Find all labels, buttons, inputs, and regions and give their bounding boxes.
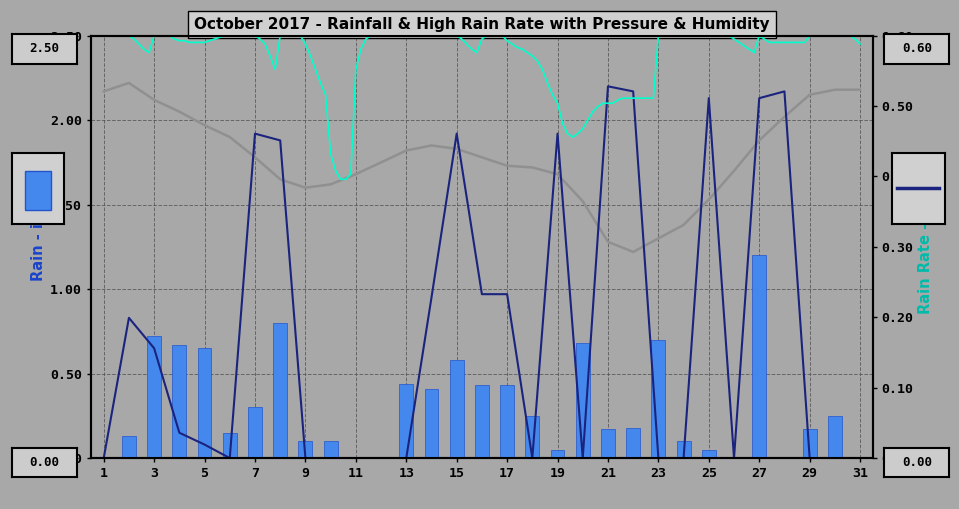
- Bar: [752, 256, 766, 458]
- Bar: [198, 348, 212, 458]
- Bar: [651, 340, 666, 458]
- Y-axis label: Rain Rate - in/hr: Rain Rate - in/hr: [918, 180, 933, 314]
- Bar: [475, 385, 489, 458]
- Bar: [550, 449, 565, 458]
- Bar: [222, 433, 237, 458]
- Bar: [677, 441, 690, 458]
- Bar: [828, 416, 842, 458]
- Bar: [425, 389, 438, 458]
- Bar: [526, 416, 539, 458]
- Bar: [601, 430, 615, 458]
- Bar: [147, 336, 161, 458]
- Bar: [25, 171, 51, 210]
- Text: 0.00: 0.00: [901, 456, 932, 469]
- Bar: [248, 407, 262, 458]
- Bar: [501, 385, 514, 458]
- Bar: [803, 430, 817, 458]
- Bar: [173, 345, 186, 458]
- Bar: [450, 360, 463, 458]
- Bar: [122, 436, 136, 458]
- Bar: [575, 343, 590, 458]
- Text: 0.00: 0.00: [29, 456, 59, 469]
- Y-axis label: Rain - in: Rain - in: [31, 213, 46, 281]
- Bar: [324, 441, 338, 458]
- Bar: [626, 428, 640, 458]
- Title: October 2017 - Rainfall & High Rain Rate with Pressure & Humidity: October 2017 - Rainfall & High Rain Rate…: [194, 17, 770, 32]
- Text: 2.50: 2.50: [29, 42, 59, 55]
- Bar: [298, 441, 313, 458]
- Bar: [702, 449, 715, 458]
- Bar: [273, 323, 287, 458]
- Bar: [399, 384, 413, 458]
- Text: 0.60: 0.60: [901, 42, 932, 55]
